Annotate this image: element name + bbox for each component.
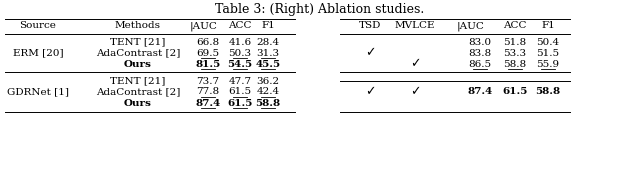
Text: 47.7: 47.7 <box>228 77 252 86</box>
Text: 61.5: 61.5 <box>228 88 252 96</box>
Text: 81.5: 81.5 <box>195 59 221 68</box>
Text: 86.5: 86.5 <box>468 59 492 68</box>
Text: AdaContrast [2]: AdaContrast [2] <box>96 88 180 96</box>
Text: 77.8: 77.8 <box>196 88 220 96</box>
Text: TSD: TSD <box>359 21 381 30</box>
Text: MVLCE: MVLCE <box>395 21 435 30</box>
Text: Methods: Methods <box>115 21 161 30</box>
Text: ACC: ACC <box>503 21 527 30</box>
Text: 83.0: 83.0 <box>468 38 492 46</box>
Text: TENT [21]: TENT [21] <box>110 38 166 46</box>
Text: 87.4: 87.4 <box>195 99 221 107</box>
Text: 53.3: 53.3 <box>504 49 527 57</box>
Text: 58.8: 58.8 <box>504 59 527 68</box>
Text: ACC: ACC <box>228 21 252 30</box>
Text: Table 3: (Right) Ablation studies.: Table 3: (Right) Ablation studies. <box>216 3 424 16</box>
Text: GDRNet [1]: GDRNet [1] <box>7 88 69 96</box>
Text: 73.7: 73.7 <box>196 77 220 86</box>
Text: 54.5: 54.5 <box>227 59 253 68</box>
Text: 55.9: 55.9 <box>536 59 559 68</box>
Text: 41.6: 41.6 <box>228 38 252 46</box>
Text: 58.8: 58.8 <box>255 99 280 107</box>
Text: F1: F1 <box>261 21 275 30</box>
Text: |AUC: |AUC <box>457 21 485 31</box>
Text: 51.8: 51.8 <box>504 38 527 46</box>
Text: 42.4: 42.4 <box>257 88 280 96</box>
Text: ERM [20]: ERM [20] <box>13 49 63 57</box>
Text: 83.8: 83.8 <box>468 49 492 57</box>
Text: ✓: ✓ <box>365 86 375 99</box>
Text: ✓: ✓ <box>365 46 375 59</box>
Text: |AUC: |AUC <box>190 21 218 31</box>
Text: ✓: ✓ <box>410 57 420 70</box>
Text: 61.5: 61.5 <box>502 88 528 96</box>
Text: 28.4: 28.4 <box>257 38 280 46</box>
Text: 69.5: 69.5 <box>196 49 220 57</box>
Text: 61.5: 61.5 <box>227 99 253 107</box>
Text: 87.4: 87.4 <box>467 88 493 96</box>
Text: AdaContrast [2]: AdaContrast [2] <box>96 49 180 57</box>
Text: Source: Source <box>20 21 56 30</box>
Text: 50.3: 50.3 <box>228 49 252 57</box>
Text: ✓: ✓ <box>410 86 420 99</box>
Text: 36.2: 36.2 <box>257 77 280 86</box>
Text: F1: F1 <box>541 21 555 30</box>
Text: Ours: Ours <box>124 99 152 107</box>
Text: 51.5: 51.5 <box>536 49 559 57</box>
Text: 58.8: 58.8 <box>536 88 561 96</box>
Text: 66.8: 66.8 <box>196 38 220 46</box>
Text: TENT [21]: TENT [21] <box>110 77 166 86</box>
Text: 31.3: 31.3 <box>257 49 280 57</box>
Text: 50.4: 50.4 <box>536 38 559 46</box>
Text: 45.5: 45.5 <box>255 59 280 68</box>
Text: Ours: Ours <box>124 59 152 68</box>
